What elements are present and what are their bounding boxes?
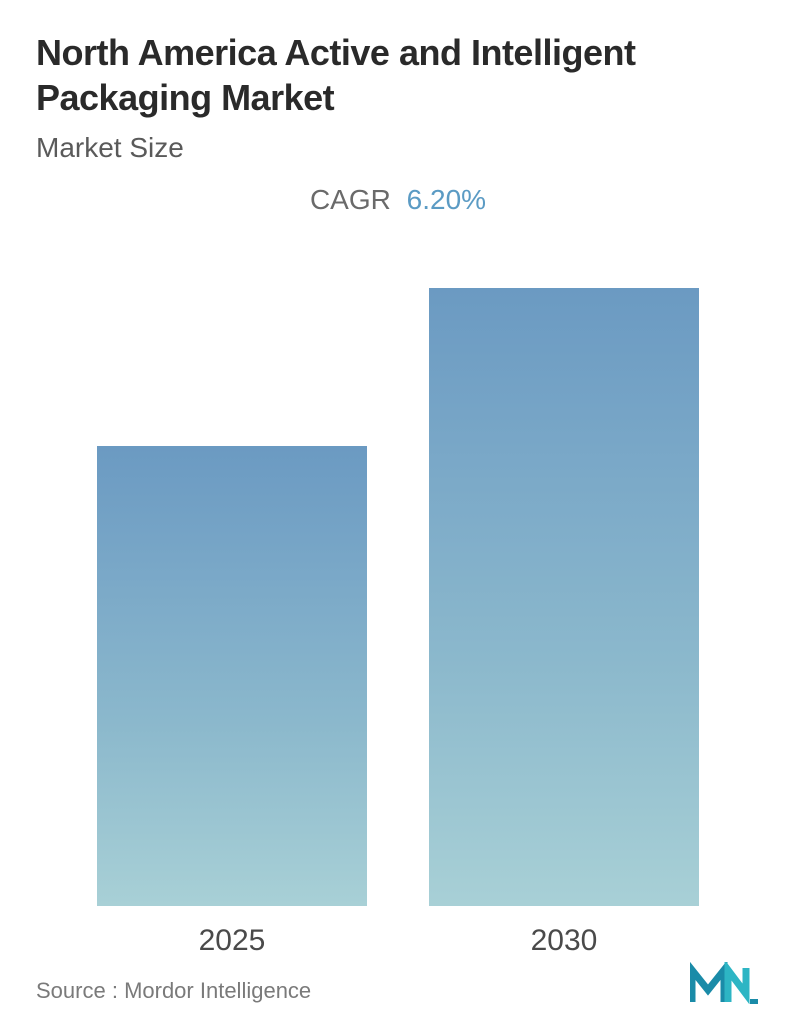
cagr-label: CAGR [310, 184, 391, 215]
bar-chart [36, 266, 760, 906]
bar-2025 [97, 446, 367, 906]
source-label: Source : [36, 978, 118, 1003]
chart-title: North America Active and Intelligent Pac… [36, 30, 760, 120]
footer: Source : Mordor Intelligence [36, 962, 760, 1004]
bar-label-2025: 2025 [97, 924, 367, 958]
bar-label-2030: 2030 [429, 924, 699, 958]
cagr-row: CAGR 6.20% [36, 184, 760, 216]
x-axis-labels: 2025 2030 [36, 924, 760, 958]
cagr-value: 6.20% [407, 184, 486, 215]
source-attribution: Source : Mordor Intelligence [36, 978, 311, 1004]
mordor-logo [690, 962, 760, 1004]
chart-subtitle: Market Size [36, 132, 760, 164]
source-name: Mordor Intelligence [124, 978, 311, 1003]
bar-2030 [429, 288, 699, 906]
